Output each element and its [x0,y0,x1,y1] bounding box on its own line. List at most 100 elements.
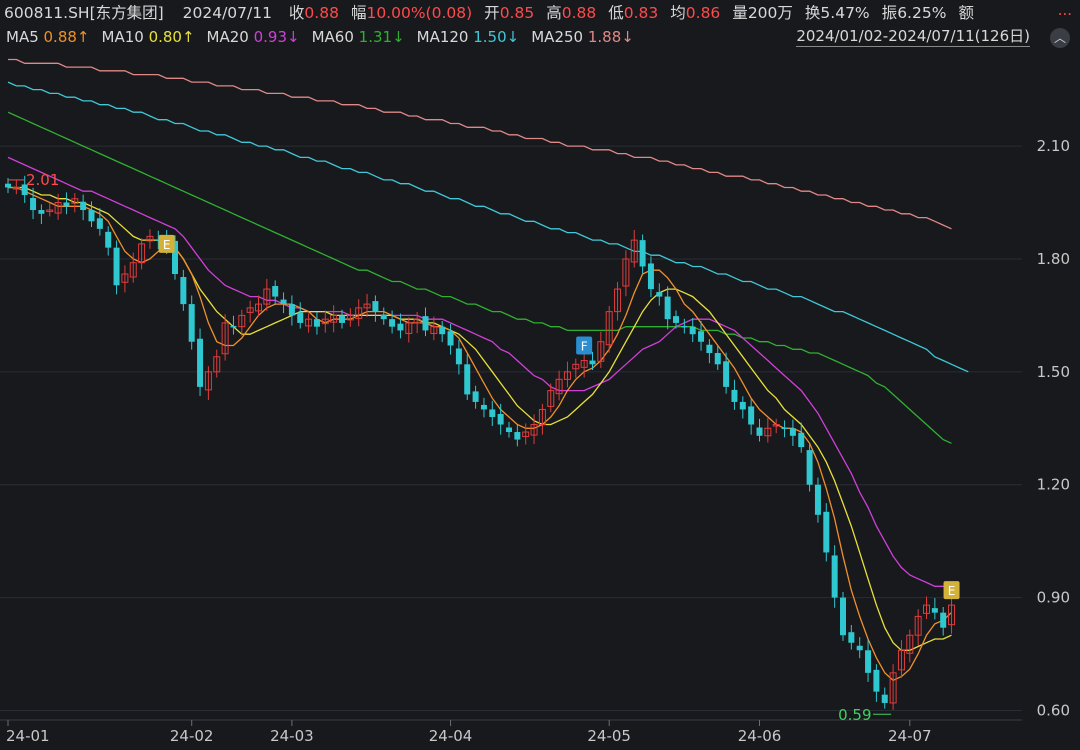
quote-field-value: 0.86 [685,4,721,22]
quote-fields: 收0.88 幅10.00%(0.08) 开0.85 高0.88 低0.83 均0.86 量2… [277,4,974,22]
quote-field: 低0.83 [608,2,658,24]
quote-field: 振6.25% [882,2,947,24]
quote-field: 幅10.00%(0.08) [351,2,472,24]
y-tick-label: 1.50 [1037,363,1070,381]
quote-field-value: 200万 [747,4,793,22]
candle-body [831,555,838,598]
candle-body [238,314,246,328]
candle-body [948,604,956,626]
quote-field-value: 0.83 [623,4,659,22]
ma-legend-name: MA20 [206,28,254,46]
candle-body [405,322,413,334]
candle-body [96,218,103,229]
candle-body [664,296,671,320]
candle-body [38,210,45,214]
candle-body [430,326,438,334]
candle-body [155,239,162,241]
candle-body [572,363,580,370]
ma-legend-item[interactable]: MA60 1.31↓ [312,26,405,48]
candle-body [480,404,487,410]
candle-body [889,672,897,704]
ma-legend-value: 0.93 [253,28,288,46]
event-marker-label: E [163,238,171,252]
arrow-down-icon: ↓ [506,28,520,46]
quote-field: 额 [958,2,974,24]
candle-body [46,209,54,213]
candle-body [865,650,872,673]
ma-legend-name: MA5 [6,28,44,46]
ma-legend-item[interactable]: MA10 0.80↑ [102,26,195,48]
candle-body [630,239,638,263]
chevron-up-icon[interactable]: ︿ [1050,28,1070,48]
candle-body [213,356,221,373]
candle-body [413,318,421,324]
y-tick-label: 0.60 [1037,701,1070,719]
ma-line-ma5 [8,186,952,682]
candle-body [330,314,338,323]
candle-body [88,210,95,222]
candle-body [881,694,888,703]
candle-body [923,604,930,614]
candle-body [221,322,229,355]
candle-body [706,344,713,354]
candle-body [204,371,212,391]
candle-body [63,202,70,207]
quote-field-value: 6.25% [897,4,947,22]
quote-date: 2024/07/11 [182,4,272,22]
arrow-up-icon: ↑ [181,28,195,46]
candle-body [197,338,204,387]
quote-field-label: 量 [732,4,748,22]
ma-legend-item[interactable]: MA20 0.93↓ [207,26,300,48]
candle-body [798,432,805,448]
candle-body [372,301,379,312]
y-tick-label: 1.80 [1037,250,1070,268]
candle-body [30,197,37,211]
candle-body [856,645,863,651]
candle-body [739,401,746,410]
candle-body [105,231,112,248]
candle-body [346,314,354,321]
candle-body [698,331,705,342]
quote-field: 均0.86 [670,2,720,24]
candle-body [422,316,429,331]
event-marker-badge [576,336,593,355]
candle-body [931,608,938,613]
candle-body [113,247,120,286]
stock-code[interactable]: 600811.SH[东方集团] [4,4,164,22]
ma-legend-item[interactable]: MA120 1.50↓ [417,26,520,48]
candle-body [538,408,546,426]
candle-body [5,183,11,188]
arrow-down-icon: ↓ [392,28,405,46]
ma-line-ma120 [7,81,969,373]
x-tick-label: 24-01 [6,727,50,745]
candle-body [597,341,605,362]
ma-legend-item[interactable]: MA250 1.88↓ [531,26,634,48]
ma-legend-item[interactable]: MA5 0.88↑ [6,26,90,48]
candle-body [321,318,329,325]
ma-legend-value: 1.50 [473,28,507,46]
candle-body [339,315,345,323]
candle-body [806,450,813,485]
candle-body [605,311,613,346]
date-range-selector[interactable]: 2024/01/02-2024/07/11(126日) [796,27,1030,47]
candle-body [355,307,363,319]
y-tick-label: 2.10 [1037,137,1070,155]
candle-body [748,406,755,425]
quote-field-label: 均 [670,4,686,22]
candle-body [455,348,462,365]
quote-field-label: 开 [484,4,500,22]
quote-field-label: 低 [608,4,624,22]
candle-body [397,323,404,331]
ma-legend: MA5 0.88↑ MA10 0.80↑ MA20 0.93↓ MA60 1.31↓ M… [0,26,1080,48]
quote-field: 开0.85 [484,2,534,24]
quote-field-value: 0.88 [304,4,339,22]
x-tick-label: 24-02 [170,727,214,745]
more-menu-icon[interactable]: ... [1057,1,1072,19]
candle-body [138,243,146,264]
candle-body [823,511,830,553]
ma-line-ma250 [8,58,952,230]
ma-line-ma60 [7,111,952,444]
candle-body [614,288,622,313]
event-marker-label: E [948,584,956,598]
